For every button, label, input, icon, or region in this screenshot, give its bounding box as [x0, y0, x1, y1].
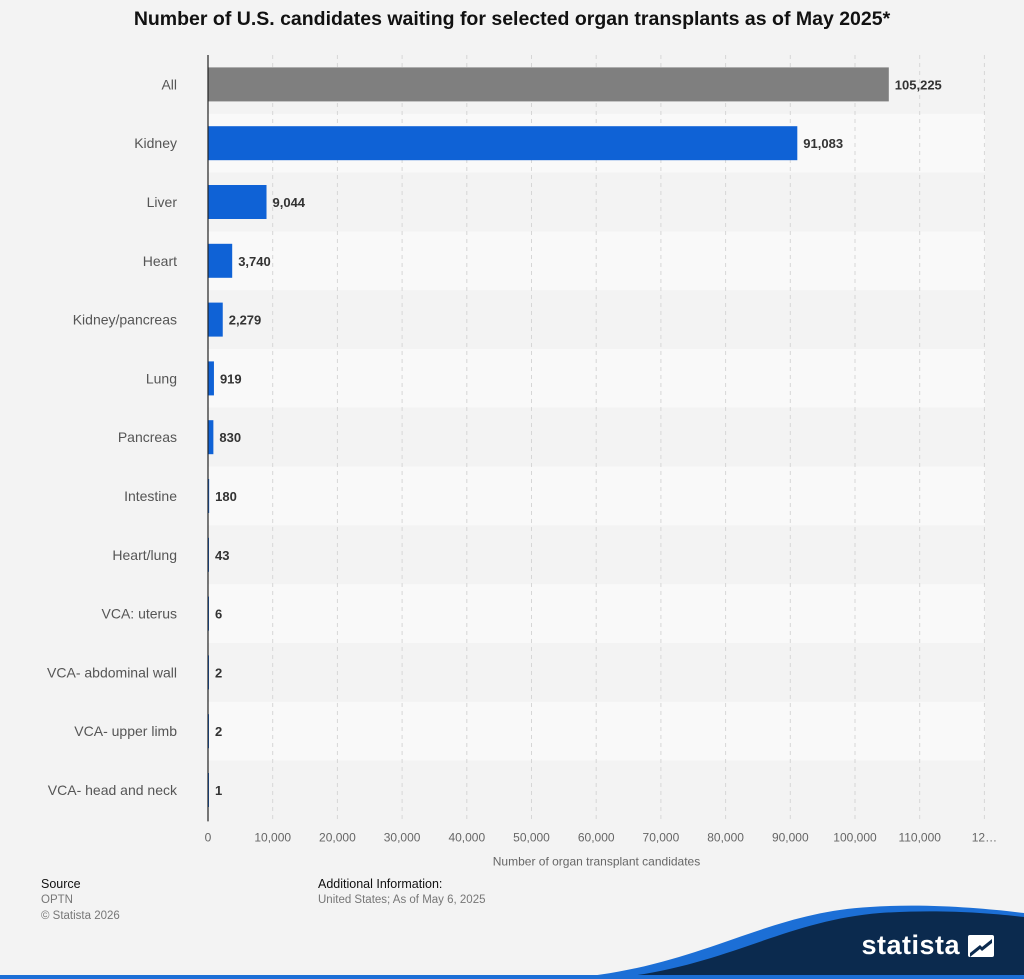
bar[interactable]	[208, 126, 798, 161]
value-label: 2,279	[229, 313, 262, 328]
copyright-line: © Statista 2026	[41, 910, 120, 922]
source-block: Source OPTN © Statista 2026	[41, 876, 120, 924]
bar[interactable]	[208, 302, 223, 337]
x-tick-label: 100,000	[833, 830, 877, 844]
category-label: VCA- upper limb	[74, 723, 177, 739]
chart-title: Number of U.S. candidates waiting for se…	[133, 8, 891, 30]
category-label: Lung	[146, 370, 177, 386]
category-label: All	[161, 76, 177, 92]
x-tick-label: 110,000	[898, 830, 941, 844]
statista-logo-icon	[968, 934, 994, 957]
category-label: Heart/lung	[112, 547, 177, 563]
value-label: 9,044	[273, 195, 306, 210]
bar[interactable]	[208, 243, 233, 278]
additional-info-text: United States; As of May 6, 2025	[318, 894, 486, 906]
source-heading: Source	[41, 877, 81, 891]
value-label: 91,083	[803, 136, 843, 151]
bar[interactable]	[208, 67, 889, 102]
value-label: 43	[215, 548, 229, 563]
category-label: VCA- head and neck	[48, 782, 178, 798]
brand-wave	[0, 905, 1024, 979]
additional-info-heading: Additional Information:	[318, 877, 443, 891]
category-label: Kidney	[134, 135, 177, 151]
value-label: 3,740	[238, 254, 271, 269]
x-tick-label: 0	[205, 830, 212, 844]
category-label: VCA- abdominal wall	[47, 664, 177, 680]
category-label: Pancreas	[118, 429, 177, 445]
value-label: 180	[215, 489, 237, 504]
value-label: 1	[215, 783, 222, 798]
value-label: 105,225	[895, 77, 942, 92]
x-axis-title: Number of organ transplant candidates	[493, 854, 700, 868]
value-label: 2	[215, 724, 222, 739]
statista-logo[interactable]: statista	[861, 930, 994, 961]
category-label: Liver	[147, 194, 178, 210]
value-label: 919	[220, 371, 242, 386]
bar[interactable]	[208, 361, 214, 396]
brand-name: statista	[861, 930, 960, 960]
category-label: Kidney/pancreas	[73, 312, 177, 328]
x-tick-label: 40,000	[448, 830, 485, 844]
bar[interactable]	[208, 185, 267, 219]
x-tick-label: 50,000	[513, 830, 550, 844]
bars	[208, 67, 889, 807]
x-tick-label: 10,000	[254, 830, 291, 844]
value-label: 6	[215, 607, 222, 622]
x-tick-label: 30,000	[384, 830, 421, 844]
labels: 0 10,000 20,000 30,000 40,000 50,000 60,000 70,…	[47, 76, 997, 844]
category-label: Heart	[143, 253, 177, 269]
additional-info-block: Additional Information: United States; A…	[318, 876, 486, 908]
x-tick-label: 80,000	[707, 830, 744, 844]
x-tick-label: 70,000	[643, 830, 680, 844]
value-label: 830	[219, 430, 241, 445]
category-label: VCA: uterus	[102, 606, 177, 622]
category-label: Intestine	[124, 488, 177, 504]
bar-chart: 0 10,000 20,000 30,000 40,000 50,000 60,000 70,…	[47, 55, 997, 868]
x-tick-label: 12…	[972, 830, 997, 844]
x-tick-label: 60,000	[578, 830, 615, 844]
source-line: OPTN	[41, 894, 73, 906]
x-tick-label: 20,000	[319, 830, 356, 844]
bar[interactable]	[208, 420, 214, 455]
x-tick-label: 90,000	[772, 830, 809, 844]
value-label: 2	[215, 665, 222, 680]
